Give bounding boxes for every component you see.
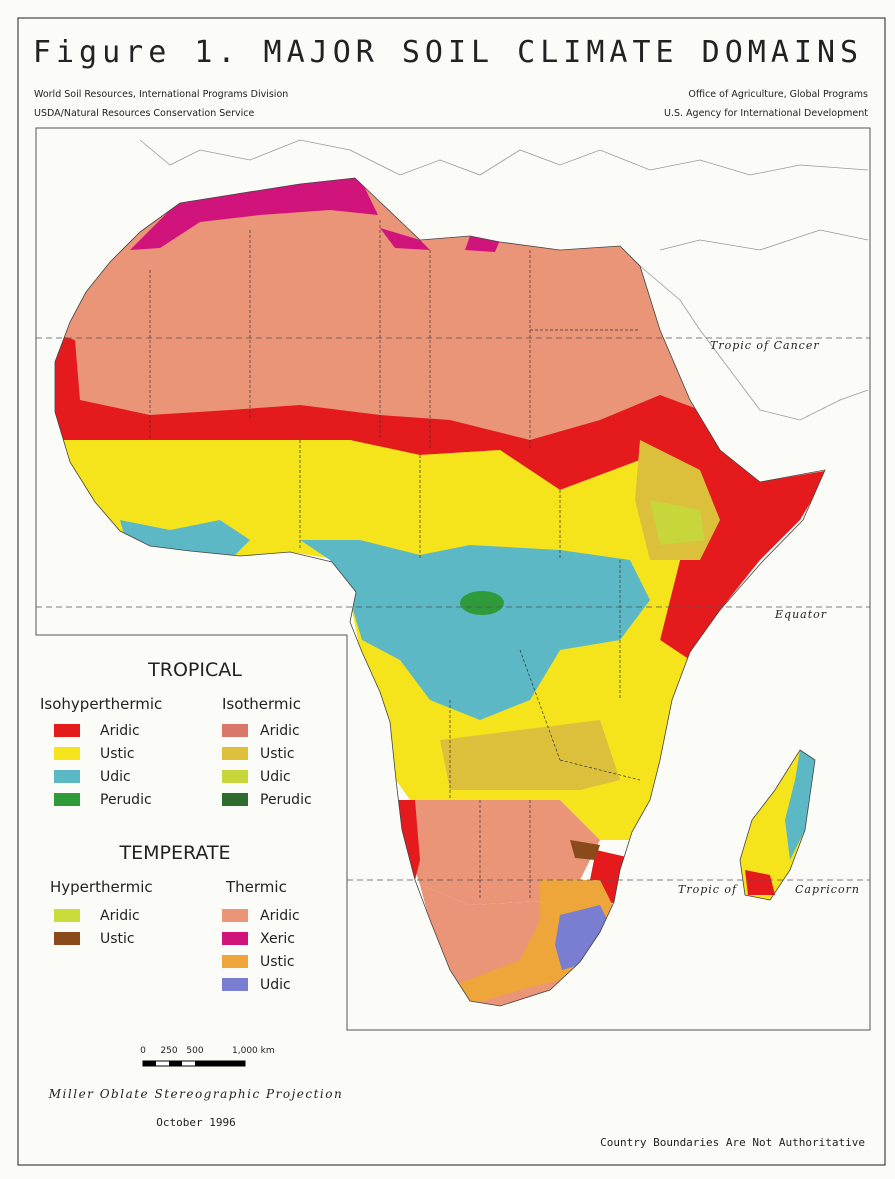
region bbox=[440, 720, 620, 790]
outer-frame bbox=[17, 17, 886, 1166]
legend-label: Perudic bbox=[260, 792, 312, 808]
legend-swatch bbox=[54, 724, 80, 737]
latitude-label: Tropic of Cancer bbox=[710, 339, 820, 352]
region bbox=[570, 840, 600, 860]
latitude-label: Tropic of bbox=[678, 883, 738, 896]
legend-swatch bbox=[222, 955, 248, 968]
region bbox=[785, 750, 815, 860]
legend-heading: Isohyperthermic bbox=[40, 695, 162, 713]
region bbox=[130, 178, 378, 250]
map-frame bbox=[35, 127, 871, 1031]
legend-label: Ustic bbox=[100, 931, 135, 947]
legend-label: Udic bbox=[260, 769, 291, 785]
legend-heading: Isothermic bbox=[222, 695, 301, 713]
legend-swatch bbox=[222, 932, 248, 945]
legend-label: Ustic bbox=[260, 954, 295, 970]
latitude-label: Capricorn bbox=[795, 883, 860, 896]
legend-title: TROPICAL bbox=[147, 659, 242, 681]
legend-swatch bbox=[54, 909, 80, 922]
scale-segment bbox=[169, 1061, 182, 1066]
legend-label: Aridic bbox=[260, 723, 300, 739]
legend-heading: Hyperthermic bbox=[50, 878, 153, 896]
region bbox=[745, 870, 775, 895]
region bbox=[300, 540, 650, 720]
region bbox=[390, 800, 420, 900]
legend-swatch bbox=[54, 932, 80, 945]
legend-label: Perudic bbox=[100, 792, 152, 808]
latitude-label: Equator bbox=[774, 608, 827, 621]
legend-title: TEMPERATE bbox=[118, 842, 230, 864]
soil-regions bbox=[55, 178, 825, 1006]
legend-swatch bbox=[54, 747, 80, 760]
legend-swatch bbox=[54, 793, 80, 806]
legend-swatch bbox=[222, 978, 248, 991]
scale-segment bbox=[195, 1061, 245, 1066]
country-boundaries bbox=[149, 220, 641, 900]
scale-label: 0 bbox=[140, 1046, 146, 1056]
legend-label: Aridic bbox=[260, 908, 300, 924]
region bbox=[555, 905, 612, 970]
scale-label: 500 bbox=[186, 1046, 203, 1056]
region bbox=[460, 591, 504, 615]
legend: TROPICAL Isohyperthermic Aridic Ustic Udic Pe… bbox=[40, 659, 312, 993]
legend-label: Ustic bbox=[100, 746, 135, 762]
legend-swatch bbox=[222, 747, 248, 760]
credit: USDA/Natural Resources Conservation Serv… bbox=[34, 108, 255, 119]
legend-heading: Thermic bbox=[225, 878, 287, 896]
region bbox=[396, 800, 600, 905]
projection: Miller Oblate Stereographic Projection bbox=[48, 1087, 343, 1101]
legend-swatch bbox=[222, 793, 248, 806]
scale-label: 1,000 km bbox=[232, 1046, 275, 1056]
latitude-lines bbox=[36, 337, 870, 881]
legend-label: Xeric bbox=[260, 931, 295, 947]
legend-label: Udic bbox=[100, 769, 131, 785]
legend-swatch bbox=[222, 770, 248, 783]
legend-swatch bbox=[222, 909, 248, 922]
date: October 1996 bbox=[156, 1116, 235, 1129]
region bbox=[380, 228, 500, 252]
legend-label: Udic bbox=[260, 977, 291, 993]
legend-swatch bbox=[54, 770, 80, 783]
region bbox=[55, 330, 825, 660]
scale-label: 250 bbox=[160, 1046, 177, 1056]
credit: World Soil Resources, International Prog… bbox=[34, 89, 288, 100]
legend-label: Aridic bbox=[100, 908, 140, 924]
credit: U.S. Agency for International Developmen… bbox=[664, 108, 868, 119]
scale-segment bbox=[143, 1061, 156, 1066]
neighbour-outline bbox=[139, 139, 869, 421]
legend-label: Ustic bbox=[260, 746, 295, 762]
credit: Office of Agriculture, Global Programs bbox=[688, 89, 868, 100]
title: Figure 1. MAJOR SOIL CLIMATE DOMAINS bbox=[33, 35, 863, 70]
madagascar bbox=[739, 749, 816, 901]
disclaimer: Country Boundaries Are Not Authoritative bbox=[600, 1136, 865, 1149]
legend-swatch bbox=[222, 724, 248, 737]
legend-label: Aridic bbox=[100, 723, 140, 739]
region bbox=[650, 500, 705, 545]
scale-bar: 0 250 500 1,000 km bbox=[140, 1046, 275, 1067]
coastline bbox=[739, 749, 816, 901]
